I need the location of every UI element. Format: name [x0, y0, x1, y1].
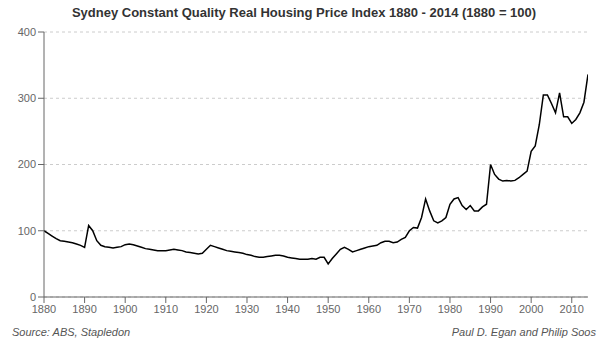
- svg-text:300: 300: [18, 92, 36, 104]
- svg-text:1910: 1910: [154, 303, 178, 315]
- svg-text:1930: 1930: [235, 303, 259, 315]
- svg-text:2000: 2000: [519, 303, 543, 315]
- svg-text:2010: 2010: [560, 303, 584, 315]
- svg-text:200: 200: [18, 158, 36, 170]
- html-text:Sydney Constant Quality Real H: Sydney Constant Quality Real Housing Pri…: [71, 5, 537, 20]
- svg-text:1960: 1960: [357, 303, 381, 315]
- svg-text:1980: 1980: [438, 303, 462, 315]
- svg-text:400: 400: [18, 26, 36, 38]
- svg-text:1940: 1940: [275, 303, 299, 315]
- html-text:Source: ABS, Stapledon: Source: ABS, Stapledon: [12, 326, 131, 338]
- svg-text:1920: 1920: [194, 303, 218, 315]
- svg-text:100: 100: [18, 225, 36, 237]
- html-text:Paul D. Egan and Philip Soos: Paul D. Egan and Philip Soos: [451, 326, 596, 338]
- svg-text:1950: 1950: [316, 303, 340, 315]
- svg-text:0: 0: [30, 291, 36, 303]
- svg-text:1990: 1990: [478, 303, 502, 315]
- svg-text:1890: 1890: [72, 303, 96, 315]
- svg-text:1970: 1970: [397, 303, 421, 315]
- svg-text:1880: 1880: [32, 303, 56, 315]
- svg-text:1900: 1900: [113, 303, 137, 315]
